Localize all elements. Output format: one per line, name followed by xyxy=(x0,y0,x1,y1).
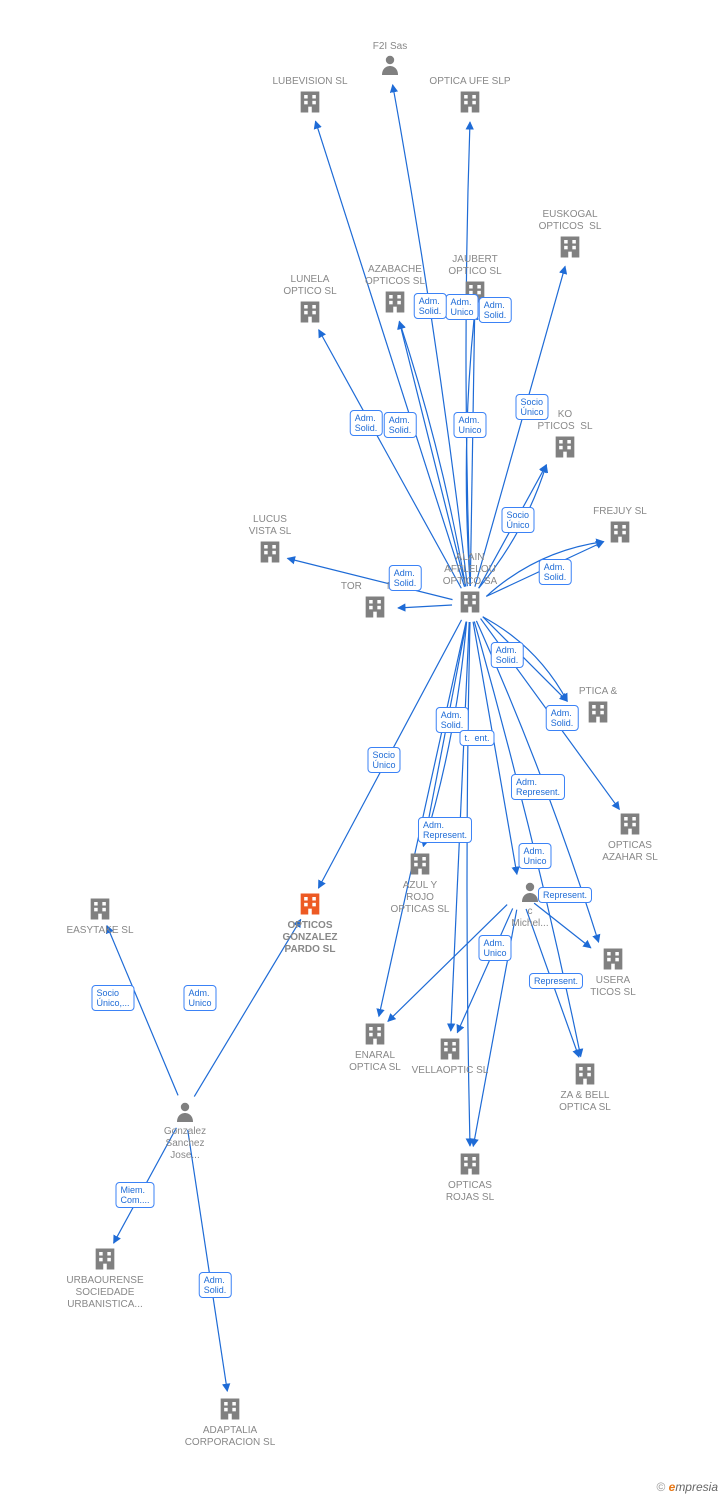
edge-label: Socio Único xyxy=(367,747,400,773)
building-icon xyxy=(170,1395,290,1423)
node-rojas[interactable]: OPTICAS ROJAS SL xyxy=(410,1150,530,1204)
edge xyxy=(466,122,470,586)
node-label: EUSKOGAL OPTICOS SL xyxy=(510,209,630,233)
node-label: LUCUS VISTA SL xyxy=(210,514,330,538)
building-icon xyxy=(570,810,690,838)
node-label: EASYTAKE SL xyxy=(40,925,160,937)
building-icon xyxy=(553,945,673,973)
node-vellaoptic[interactable]: VELLAOPTIC SL xyxy=(390,1035,510,1077)
copyright-symbol: © xyxy=(656,1480,665,1494)
building-icon xyxy=(45,1245,165,1273)
node-zabell[interactable]: ZA & BELL OPTICA SL xyxy=(525,1060,645,1114)
node-label: OPTICA UFE SLP xyxy=(410,76,530,88)
node-label: ADAPTALIA CORPORACION SL xyxy=(170,1425,290,1449)
node-label: AZUL Y ROJO OPTICAS SL xyxy=(360,880,480,916)
node-label: URBAOURENSE SOCIEDADE URBANISTICA... xyxy=(45,1275,165,1311)
node-label: VELLAOPTIC SL xyxy=(390,1065,510,1077)
node-label: OPTICAS ROJAS SL xyxy=(410,1180,530,1204)
edge-label: Adm. Unico xyxy=(183,985,216,1011)
node-azahar[interactable]: OPTICAS AZAHAR SL xyxy=(570,810,690,864)
node-easytake[interactable]: EASYTAKE SL xyxy=(40,895,160,937)
edge-label: Adm. Solid. xyxy=(350,410,383,436)
edge-label: Represent. xyxy=(529,973,583,989)
building-icon xyxy=(315,593,435,621)
edge-label: Socio Único,... xyxy=(91,985,134,1011)
edge xyxy=(393,85,468,586)
person-icon xyxy=(125,1100,245,1124)
building-icon xyxy=(360,850,480,878)
edge-label: Adm. Solid. xyxy=(414,293,447,319)
edge-label: Adm. Solid. xyxy=(384,412,417,438)
building-icon xyxy=(505,433,625,461)
edge-label: Adm. Unico xyxy=(518,843,551,869)
edge xyxy=(470,312,474,586)
node-label: LUNELA OPTICO SL xyxy=(250,274,370,298)
node-gonzalez[interactable]: Gonzalez Sanchez Jose... xyxy=(125,1100,245,1162)
edge-label: Adm. Unico xyxy=(453,412,486,438)
edge-label: Adm. Solid. xyxy=(539,559,572,585)
edge xyxy=(188,1130,228,1391)
node-adaptalia[interactable]: ADAPTALIA CORPORACION SL xyxy=(170,1395,290,1449)
edge-label: Miem. Com.... xyxy=(115,1182,154,1208)
node-opticos[interactable]: OPTICOS GONZALEZ PARDO SL xyxy=(250,890,370,956)
building-icon xyxy=(560,518,680,546)
edge-label: Adm. Solid. xyxy=(491,642,524,668)
node-opticaufe[interactable]: OPTICA UFE SLP xyxy=(410,74,530,116)
node-label: LUBEVISION SL xyxy=(250,76,370,88)
node-lunela[interactable]: LUNELA OPTICO SL xyxy=(250,272,370,326)
footer-brand: © empresia xyxy=(656,1480,718,1494)
node-label: OPTICAS AZAHAR SL xyxy=(570,840,690,864)
node-label: F2I Sas xyxy=(330,41,450,53)
building-icon xyxy=(250,298,370,326)
node-usera[interactable]: USERA TICOS SL xyxy=(553,945,673,999)
edge-label: Adm. Unico xyxy=(445,294,478,320)
edge xyxy=(399,321,465,586)
edge-label: t. ent. xyxy=(459,730,494,746)
node-label: c Michel... xyxy=(470,906,590,930)
node-label: ZA & BELL OPTICA SL xyxy=(525,1090,645,1114)
edge xyxy=(399,321,465,586)
edge-label: Adm. Solid. xyxy=(389,565,422,591)
edge-label: Adm. Solid. xyxy=(199,1272,232,1298)
node-lubevision[interactable]: LUBEVISION SL xyxy=(250,74,370,116)
building-icon xyxy=(250,890,370,918)
node-f2i[interactable]: F2I Sas xyxy=(330,39,450,77)
building-icon xyxy=(410,88,530,116)
edge-label: Adm. Solid. xyxy=(479,297,512,323)
node-azulrojo[interactable]: AZUL Y ROJO OPTICAS SL xyxy=(360,850,480,916)
network-diagram: © empresia F2I Sas LUBEVISION SL OPTICA … xyxy=(0,0,728,1500)
node-urbaourense[interactable]: URBAOURENSE SOCIEDADE URBANISTICA... xyxy=(45,1245,165,1311)
edge-label: Adm. Unico xyxy=(478,935,511,961)
edge-label: Adm. Represent. xyxy=(511,774,565,800)
edge-label: Adm. Represent. xyxy=(418,817,472,843)
node-lucus[interactable]: LUCUS VISTA SL xyxy=(210,512,330,566)
edge-label: Socio Único xyxy=(501,507,534,533)
building-icon xyxy=(390,1035,510,1063)
node-label: Gonzalez Sanchez Jose... xyxy=(125,1126,245,1162)
edge-label: Socio Único xyxy=(515,394,548,420)
edge-label: Adm. Solid. xyxy=(546,705,579,731)
edge xyxy=(315,121,464,587)
node-label: FREJUY SL xyxy=(560,506,680,518)
node-frejuy[interactable]: FREJUY SL xyxy=(560,504,680,546)
edge-label: Represent. xyxy=(538,887,592,903)
building-icon xyxy=(525,1060,645,1088)
edge xyxy=(466,312,474,586)
building-icon xyxy=(210,538,330,566)
node-label: PTICA & xyxy=(538,686,658,698)
building-icon xyxy=(250,88,370,116)
building-icon xyxy=(40,895,160,923)
building-icon xyxy=(410,1150,530,1178)
node-label: OPTICOS GONZALEZ PARDO SL xyxy=(250,920,370,956)
